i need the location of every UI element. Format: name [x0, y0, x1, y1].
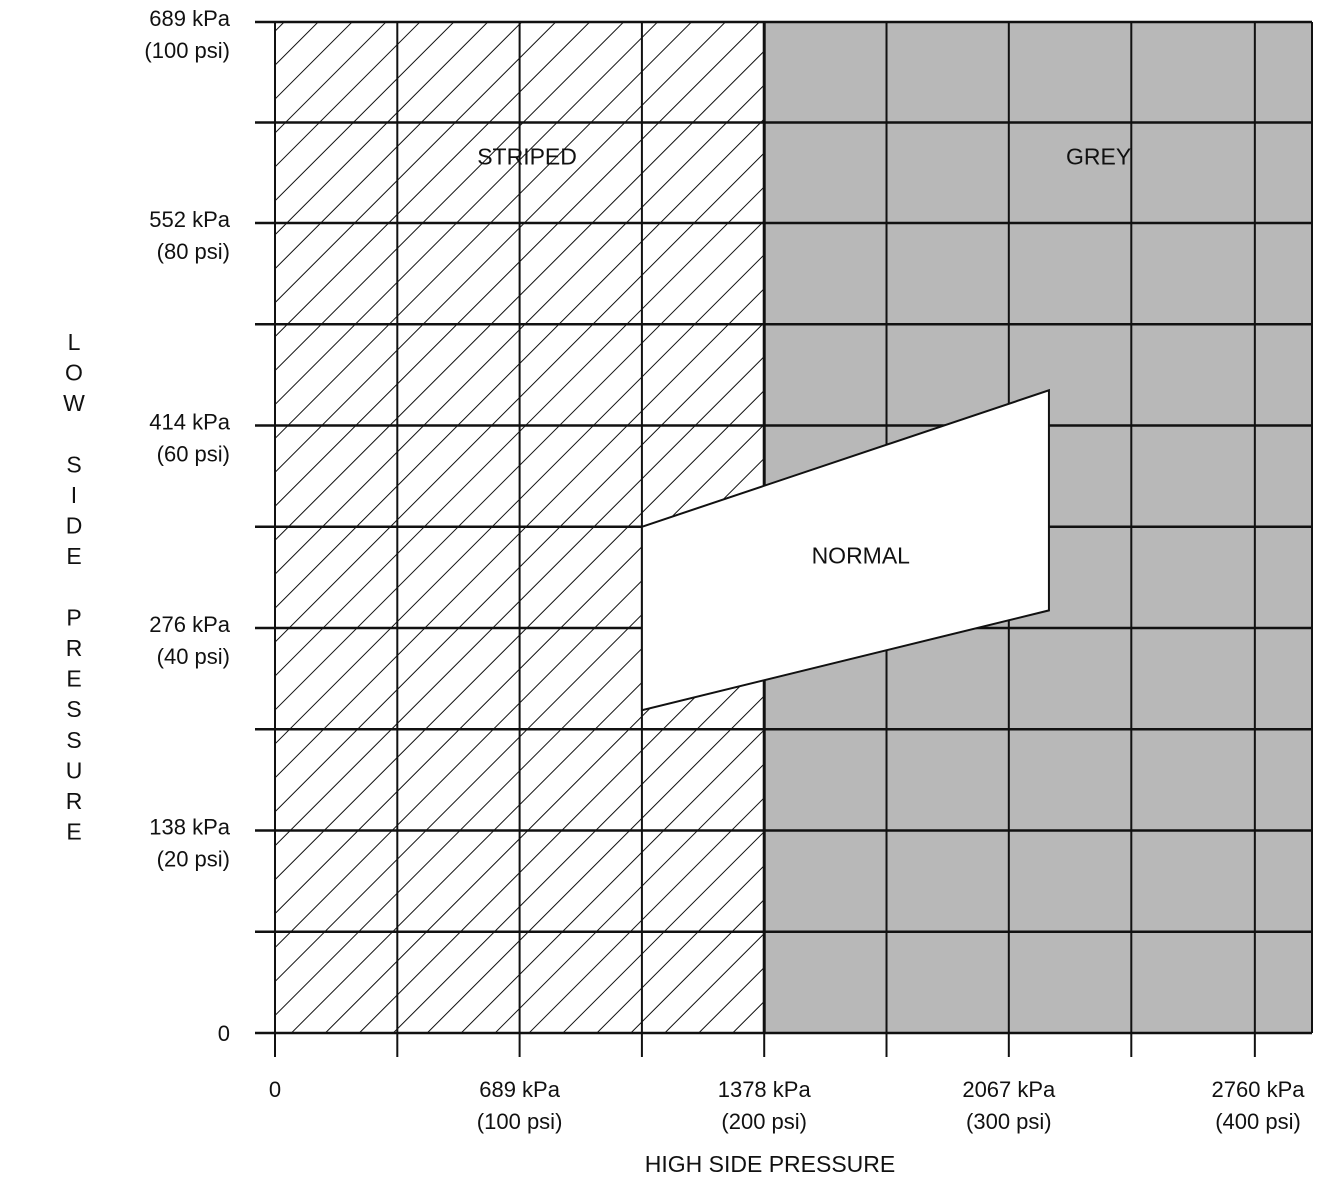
y-axis-title-letter: R	[66, 788, 83, 814]
x-tick-label-psi: (200 psi)	[721, 1109, 807, 1134]
y-tick-label-psi: (60 psi)	[157, 442, 230, 467]
y-axis-title-letter: R	[66, 635, 83, 661]
y-axis-title-letter: P	[66, 604, 81, 630]
y-axis-title-letter: U	[66, 757, 83, 783]
x-tick-label-psi: (100 psi)	[477, 1109, 563, 1134]
tick-layer: 0 689 kPa (100 psi) 1378 kPa (200 psi) 2067 k…	[144, 6, 1305, 1134]
y-axis-title-letter: O	[65, 360, 83, 386]
y-axis-title-letter: E	[66, 666, 81, 692]
x-tick-label: 689 kPa	[479, 1077, 560, 1102]
x-tick-label: 0	[269, 1077, 281, 1102]
x-tick-label-psi: (400 psi)	[1215, 1109, 1301, 1134]
y-tick-label: 414 kPa	[149, 410, 230, 435]
x-tick-label: 2067 kPa	[962, 1077, 1056, 1102]
y-axis-title-letter	[71, 421, 77, 447]
region-label-striped: STRIPED	[477, 143, 577, 169]
x-tick-label: 2760 kPa	[1212, 1077, 1306, 1102]
y-tick-label: 276 kPa	[149, 612, 230, 637]
y-axis-title-letter: D	[66, 513, 83, 539]
y-axis-title-letter: L	[68, 329, 81, 355]
y-axis-title-letter: E	[66, 543, 81, 569]
y-axis-title-letter: S	[66, 727, 81, 753]
y-tick-label: 552 kPa	[149, 207, 230, 232]
y-axis-title-letter: S	[66, 451, 81, 477]
y-tick-label-psi: (20 psi)	[157, 847, 230, 872]
region-normal	[640, 388, 1050, 712]
y-tick-label: 0	[218, 1021, 230, 1046]
region-label-grey: GREY	[1066, 143, 1131, 169]
y-tick-label-psi: (100 psi)	[144, 38, 230, 63]
y-axis-title-letter: W	[63, 390, 85, 416]
y-tick-label-psi: (40 psi)	[157, 644, 230, 669]
y-tick-label-psi: (80 psi)	[157, 239, 230, 264]
x-axis-title: HIGH SIDE PRESSURE	[645, 1151, 896, 1177]
region-label-normal: NORMAL	[812, 542, 911, 568]
y-tick-label: 138 kPa	[149, 815, 230, 840]
y-axis-title-letter: S	[66, 696, 81, 722]
y-axis-title-letter: I	[71, 482, 77, 508]
y-axis-title-letter: E	[66, 819, 81, 845]
x-tick-label-psi: (300 psi)	[966, 1109, 1052, 1134]
y-axis-title-letter	[71, 574, 77, 600]
normal-layer: STRIPED GREY NORMAL	[477, 143, 1131, 712]
y-tick-label: 689 kPa	[149, 6, 230, 31]
x-tick-label: 1378 kPa	[718, 1077, 812, 1102]
